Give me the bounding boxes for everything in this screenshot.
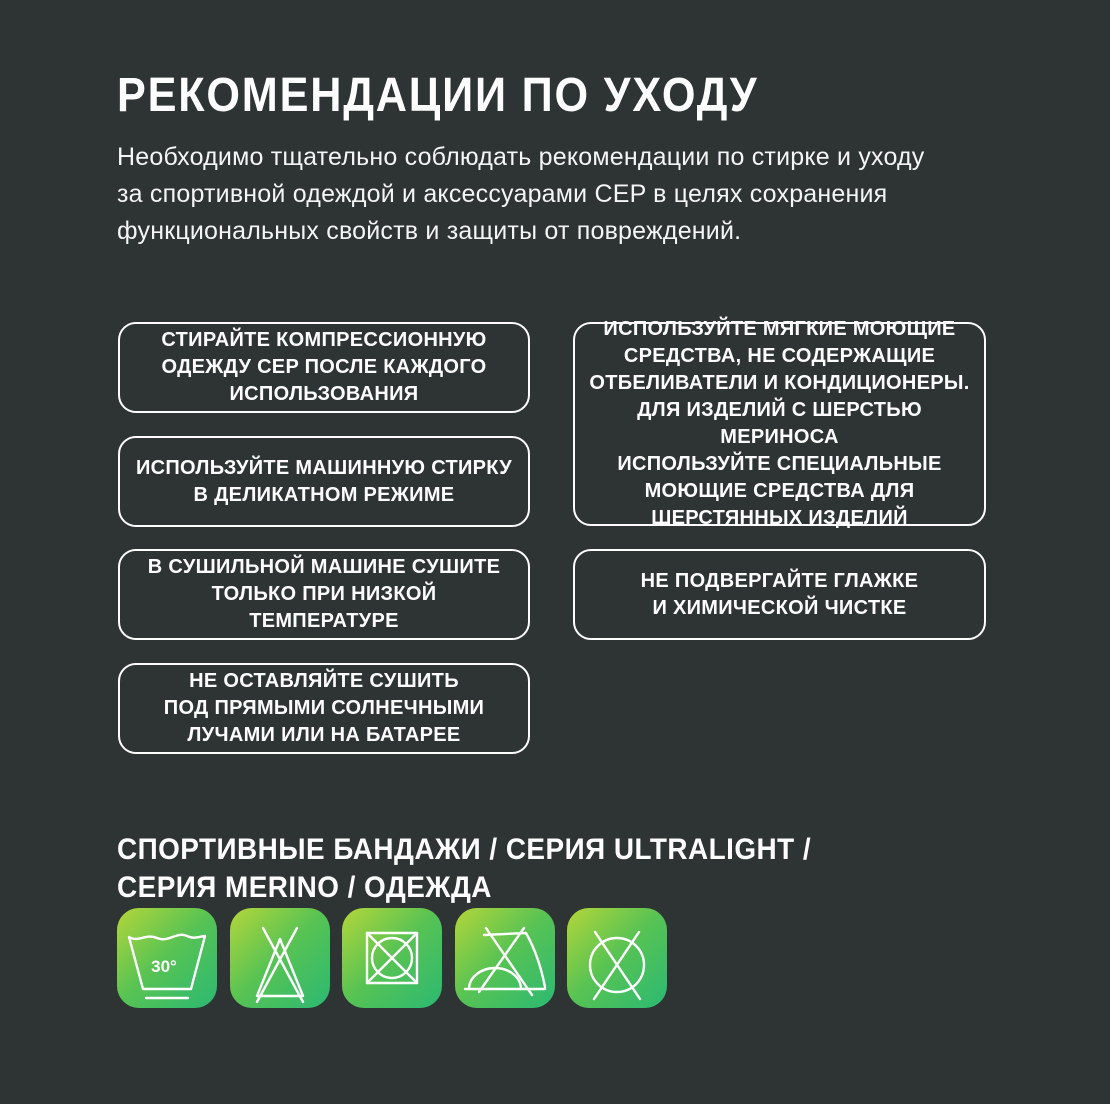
care-box-text: В СУШИЛЬНОЙ МАШИНЕ СУШИТЕ ТОЛЬКО ПРИ НИЗ… xyxy=(147,556,501,632)
care-box-no-direct-sun-drying: НЕ ОСТАВЛЯЙТЕ СУШИТЬ ПОД ПРЯМЫМИ СОЛНЕЧН… xyxy=(118,663,530,754)
care-box-text: НЕ ПОДВЕРГАЙТЕ ГЛАЖКЕ И ХИМИЧЕСКОЙ ЧИСТК… xyxy=(640,569,919,619)
page-title: РЕКОМЕНДАЦИИ ПО УХОДУ xyxy=(117,69,759,122)
care-box-mild-detergents: ИСПОЛЬЗУЙТЕ МЯГКИЕ МОЮЩИЕ СРЕДСТВА, НЕ С… xyxy=(573,318,986,529)
care-box-text: ИСПОЛЬЗУЙТЕ МЯГКИЕ МОЮЩИЕ СРЕДСТВА, НЕ С… xyxy=(589,318,970,529)
no-dry-clean-icon xyxy=(567,908,667,1008)
no-tumble-dry-icon xyxy=(342,908,442,1008)
category-heading: СПОРТИВНЫЕ БАНДАЖИ / СЕРИЯ ULTRALIGHT / … xyxy=(117,833,812,904)
wash-30-icon: 30° xyxy=(117,908,217,1008)
care-box-text: ИСПОЛЬЗУЙТЕ МАШИННУЮ СТИРКУ В ДЕЛИКАТНОМ… xyxy=(135,456,513,506)
care-box-machine-wash-delicate: ИСПОЛЬЗУЙТЕ МАШИННУЮ СТИРКУ В ДЕЛИКАТНОМ… xyxy=(118,436,530,527)
care-box-text: СТИРАЙТЕ КОМПРЕССИОННУЮ ОДЕЖДУ CEP ПОСЛЕ… xyxy=(161,329,487,405)
care-box-no-iron-no-dry-clean: НЕ ПОДВЕРГАЙТЕ ГЛАЖКЕ И ХИМИЧЕСКОЙ ЧИСТК… xyxy=(573,549,986,640)
care-box-wash-after-each-use: СТИРАЙТЕ КОМПРЕССИОННУЮ ОДЕЖДУ CEP ПОСЛЕ… xyxy=(118,322,530,413)
wash-temperature-label: 30° xyxy=(151,957,177,976)
no-iron-icon xyxy=(454,908,555,1008)
care-box-tumble-dry-low: В СУШИЛЬНОЙ МАШИНЕ СУШИТЕ ТОЛЬКО ПРИ НИЗ… xyxy=(118,549,530,640)
intro-text: Необходимо тщательно соблюдать рекоменда… xyxy=(117,143,925,245)
no-bleach-icon xyxy=(229,908,330,1008)
care-box-text: НЕ ОСТАВЛЯЙТЕ СУШИТЬ ПОД ПРЯМЫМИ СОЛНЕЧН… xyxy=(163,670,485,746)
care-icons-row: 30° xyxy=(117,908,667,1008)
